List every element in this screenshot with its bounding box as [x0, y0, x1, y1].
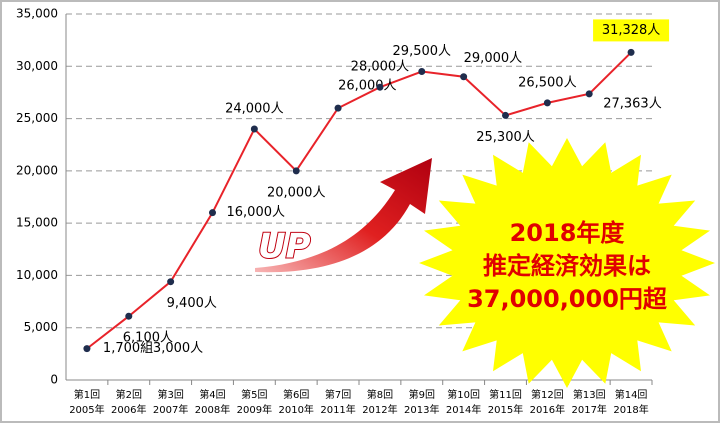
x-tick-year: 2005年: [69, 403, 104, 416]
data-label: 20,000人: [267, 185, 326, 200]
data-label: 25,300人: [476, 130, 535, 145]
x-tick-year: 2006年: [111, 403, 146, 416]
x-tick-year: 2018年: [613, 403, 648, 416]
data-label: 27,363人: [603, 96, 662, 111]
x-tick-year: 2015年: [488, 403, 523, 416]
burst-text: 2018年度: [510, 219, 626, 247]
data-label: 26,500人: [518, 75, 577, 90]
data-label: 31,328人: [602, 23, 661, 38]
annotation: 1,700組: [103, 341, 153, 356]
marker: [543, 99, 551, 107]
marker: [167, 278, 175, 286]
line: [86, 51, 632, 350]
y-tick-label: 5,000: [24, 320, 58, 334]
y-tick-label: 35,000: [16, 7, 58, 21]
label-highlight: [593, 19, 670, 42]
x-tick-label: 第6回: [283, 388, 309, 401]
marker: [250, 125, 258, 133]
up-text: UP: [258, 227, 311, 267]
x-tick-year: 2014年: [446, 403, 481, 416]
x-tick-year: 2016年: [530, 403, 565, 416]
y-tick-label: 20,000: [16, 163, 58, 177]
data-label: 29,500人: [393, 44, 452, 59]
x-tick-year: 2011年: [320, 403, 355, 416]
marker: [627, 48, 635, 56]
marker: [209, 209, 216, 217]
data-label: 16,000人: [227, 205, 286, 220]
grid: [65, 13, 653, 385]
marker: [502, 111, 509, 119]
data-label: 3,000人: [153, 341, 203, 356]
x-tick-label: 第1回: [74, 388, 100, 401]
data-label: 9,400人: [167, 296, 217, 311]
x-tick-label: 第10回: [447, 388, 480, 401]
x-tick-label: 第2回: [116, 388, 142, 401]
x-tick-label: 第12回: [531, 388, 564, 401]
x-tick-label: 第13回: [573, 388, 606, 401]
y-tick-label: 10,000: [16, 268, 58, 282]
up-arrow: [255, 158, 432, 273]
x-tick-label: 第14回: [615, 388, 648, 401]
x-tick-label: 第5回: [241, 388, 267, 401]
data-label: 28,000人: [351, 60, 410, 75]
y-tick-label: 15,000: [16, 216, 58, 230]
x-tick-label: 第9回: [409, 388, 435, 401]
marker: [460, 73, 468, 81]
starburst: [419, 138, 715, 388]
marker: [585, 90, 593, 98]
x-tick-label: 第8回: [367, 388, 393, 401]
data-label: 26,000人: [338, 79, 397, 94]
marker: [292, 167, 300, 175]
decoration: UP: [255, 138, 715, 388]
x-tick-year: 2012年: [362, 403, 397, 416]
burst-text: 推定経済効果は: [483, 252, 651, 280]
x-tick-year: 2007年: [153, 403, 188, 416]
marker: [376, 83, 384, 91]
burst-text: 37,000,000円超: [467, 285, 668, 313]
x-tick-label: 第4回: [199, 388, 225, 401]
marker: [83, 345, 91, 353]
y-tick-label: 0: [50, 373, 58, 387]
x-tick-label: 第7回: [325, 388, 351, 401]
x-tick-label: 第11回: [489, 388, 522, 401]
x-tick-year: 2013年: [404, 403, 439, 416]
marker: [334, 104, 342, 112]
x-tick-year: 2010年: [278, 403, 313, 416]
marker: [125, 312, 133, 320]
x-tick-year: 2017年: [571, 403, 606, 416]
y-tick-label: 30,000: [16, 59, 58, 73]
x-tick-year: 2008年: [195, 403, 230, 416]
data-label: 24,000人: [225, 102, 284, 117]
data-label: 6,100人: [123, 331, 173, 346]
x-tick-year: 2009年: [237, 403, 272, 416]
y-tick-label: 25,000: [16, 111, 58, 125]
marker: [418, 68, 426, 76]
data-label: 29,000人: [464, 51, 522, 66]
x-tick-label: 第3回: [157, 388, 183, 401]
